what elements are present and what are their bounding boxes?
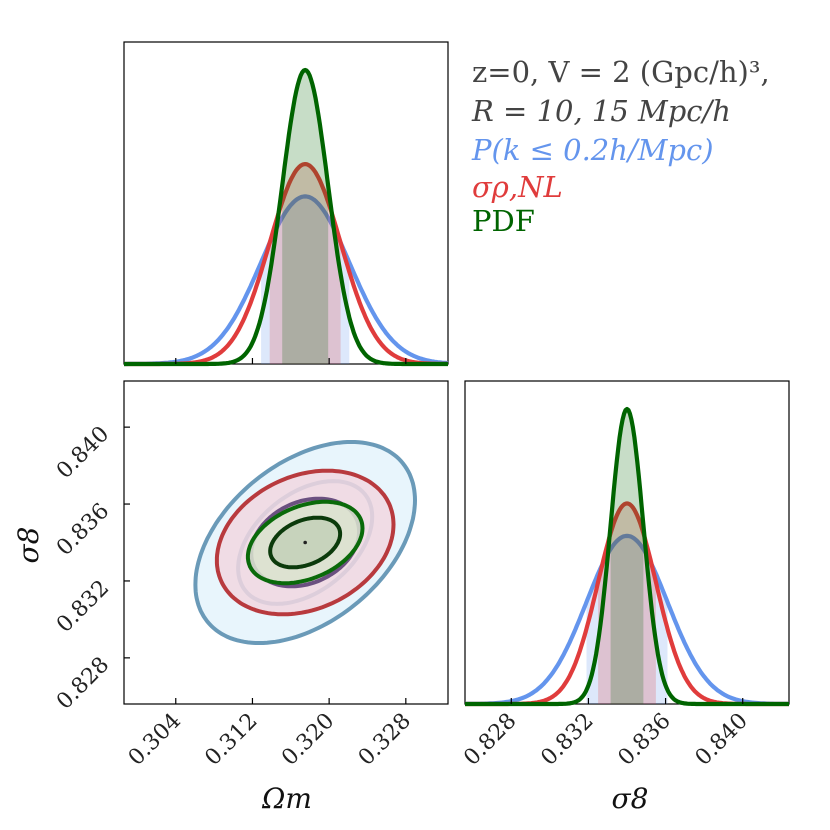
x-tick-label-omega-m: 0.304 <box>124 709 186 771</box>
x-tick-label-omega-m: 0.328 <box>354 709 416 771</box>
x-tick-label-sigma8: 0.832 <box>536 709 598 771</box>
omega-m-posterior-panel <box>123 41 449 365</box>
green-one-sigma-band <box>610 409 644 704</box>
x-tick-label-sigma8: 0.828 <box>459 709 521 771</box>
x-tick-label-sigma8: 0.840 <box>691 709 753 771</box>
red-one-sigma-band <box>598 503 656 704</box>
legend-smoothing-line: R = 10, 15 Mpc/h <box>471 94 731 128</box>
legend-variance-entry: σρ,NL <box>472 170 563 204</box>
fiducial-point <box>303 540 307 545</box>
green-marginal-curve <box>464 406 790 707</box>
blue-marginal-curve <box>464 533 790 706</box>
y-tick-label-sigma8: 0.832 <box>52 576 114 638</box>
legend-survey-line: z=0, V = 2 (Gpc/h)³, <box>472 55 770 89</box>
sigma8-posterior-panel <box>464 380 790 705</box>
y-tick-label-sigma8: 0.840 <box>52 422 114 484</box>
green-marginal-curve <box>123 67 449 367</box>
y-tick-label-sigma8: 0.828 <box>52 652 114 714</box>
legend-powerspectrum-entry: P(k ≤ 0.2h/Mpc) <box>471 133 714 167</box>
blue-one-sigma-band <box>261 196 350 364</box>
y-tick-label-sigma8: 0.836 <box>52 499 114 561</box>
blue-marginal-curve <box>123 194 449 367</box>
red-one-sigma-band <box>269 164 341 364</box>
y-axis-title-sigma8: σ8 <box>12 527 45 564</box>
x-axis-title-sigma8: σ8 <box>612 782 649 815</box>
joint-confidence-contours <box>193 440 418 645</box>
x-tick-label-sigma8: 0.836 <box>614 709 676 771</box>
joint-contour-panel <box>123 380 449 705</box>
x-tick-label-omega-m: 0.312 <box>200 709 262 771</box>
x-axis-title-omega-m: Ωm <box>261 782 312 815</box>
legend-pdf-entry: PDF <box>472 204 535 238</box>
x-tick-label-omega-m: 0.320 <box>277 709 339 771</box>
omega-m-pdf-curves <box>123 67 449 367</box>
green-one-sigma-band <box>282 70 329 364</box>
sigma8-pdf-curves <box>464 406 790 707</box>
